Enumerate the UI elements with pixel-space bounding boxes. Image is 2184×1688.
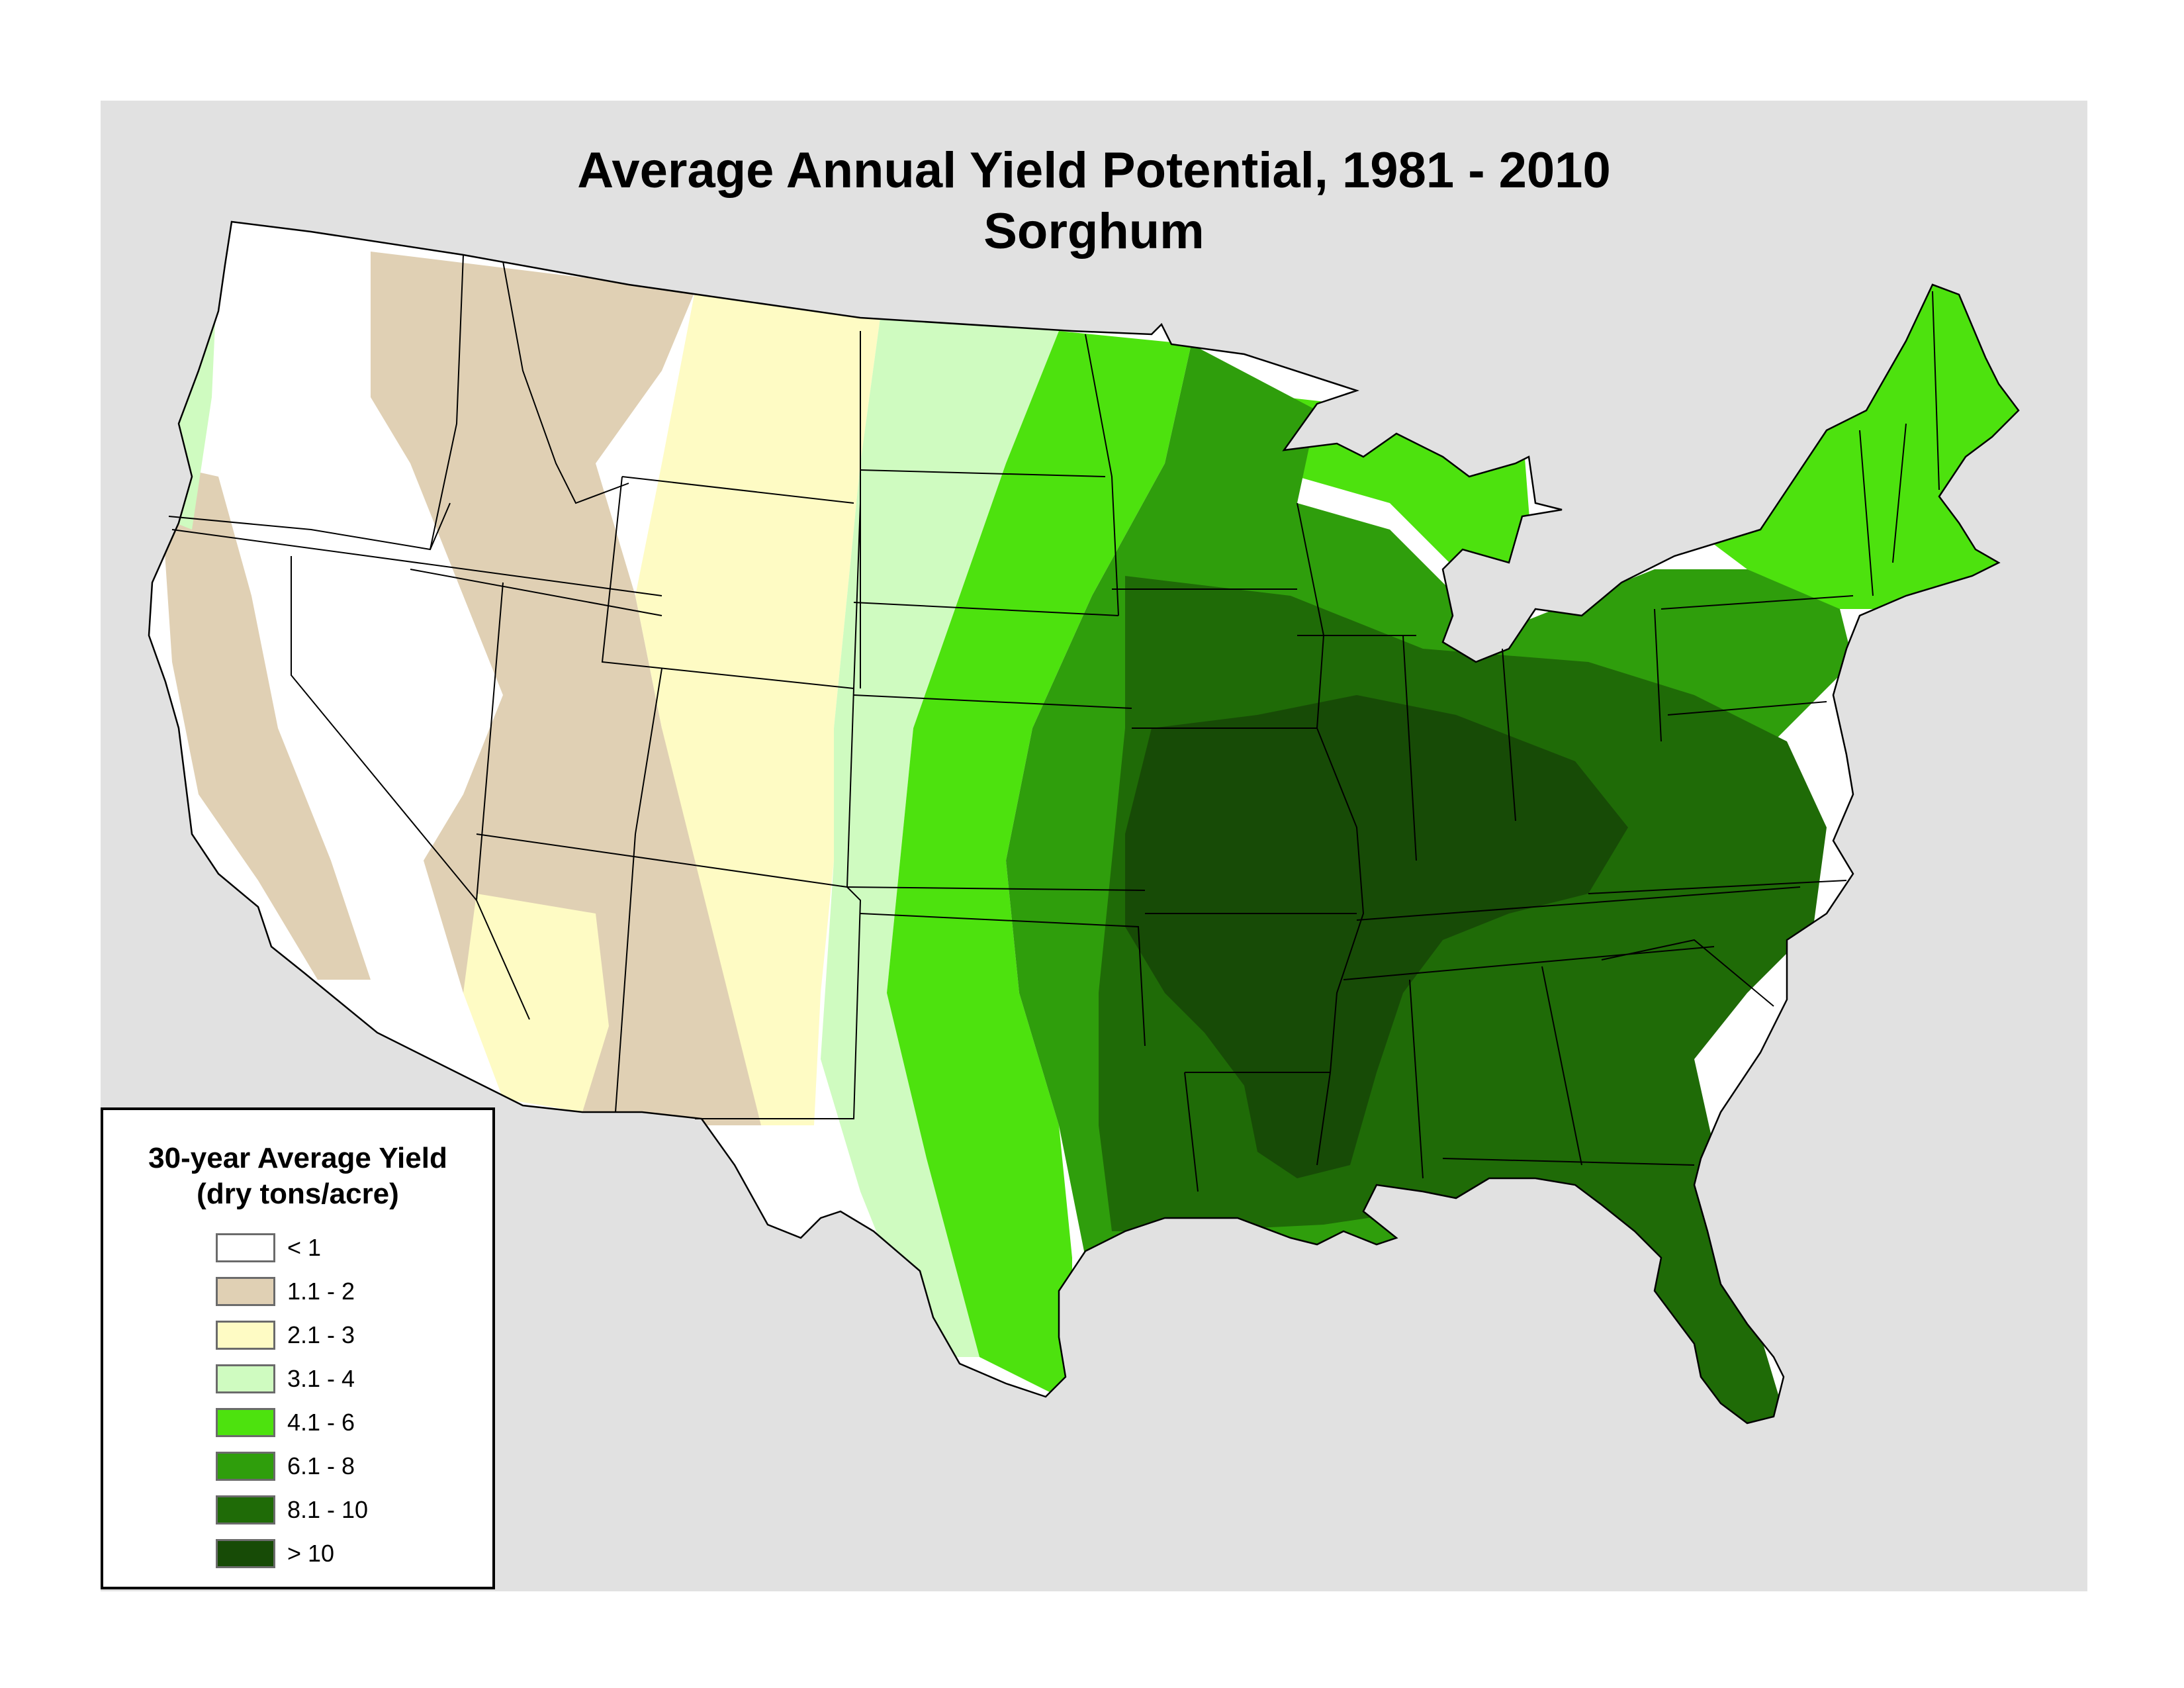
- legend-label: 2.1 - 3: [287, 1321, 355, 1348]
- legend-swatch: [216, 1321, 275, 1350]
- legend-swatch: [216, 1452, 275, 1481]
- legend-swatch: [216, 1277, 275, 1306]
- boundary-az-nm: [615, 833, 636, 1113]
- boundary-mt-wy: [621, 476, 854, 504]
- boundary-mn-west: [1085, 334, 1119, 616]
- boundary-ga-fl: [1442, 1158, 1695, 1166]
- boundary-id-west: [430, 254, 464, 550]
- boundary-id-mt: [502, 261, 629, 504]
- state-boundaries: [168, 254, 1940, 1192]
- legend-label: 1.1 - 2: [287, 1278, 355, 1305]
- boundary-ne-ks: [853, 694, 1132, 709]
- boundary-nc-sc: [1601, 939, 1774, 1007]
- legend-label: 3.1 - 4: [287, 1365, 355, 1392]
- legend-item: > 10: [216, 1532, 368, 1575]
- legend-title: 30-year Average Yield (dry tons/acre): [103, 1141, 492, 1212]
- boundary-ny-ne: [1859, 430, 1874, 596]
- zone-class-7: [1125, 695, 1628, 1178]
- legend-swatch: [216, 1539, 275, 1568]
- boundary-in-oh: [1502, 648, 1516, 821]
- legend-swatch: [216, 1233, 275, 1262]
- boundary-mississippi: [1297, 502, 1365, 1166]
- legend-label: 8.1 - 10: [287, 1496, 369, 1523]
- boundary-ks-ok: [846, 886, 1146, 891]
- us-outline: [148, 220, 2020, 1425]
- boundary-nv-ut: [476, 582, 504, 901]
- yield-zones: [159, 252, 2019, 1423]
- boundary-vt-nh: [1892, 423, 1907, 563]
- legend-item: 1.1 - 2: [216, 1270, 368, 1313]
- map-title: Average Annual Yield Potential, 1981 - 2…: [101, 140, 2087, 262]
- zone-class-2b: [463, 894, 609, 1112]
- legend-swatch: [216, 1408, 275, 1437]
- boundary-wa-or: [168, 502, 451, 551]
- boundary-nd-sd: [860, 469, 1106, 477]
- legend-item: < 1: [216, 1226, 368, 1270]
- boundary-co-east: [846, 688, 854, 888]
- boundary-idnv-ut: [410, 569, 662, 616]
- legend-label: 6.1 - 8: [287, 1452, 355, 1479]
- boundary-me: [1932, 291, 1940, 491]
- boundary-ky-tn: [1356, 886, 1801, 921]
- map-title-line2: Sorghum: [983, 203, 1205, 259]
- boundary-nm-tx: [695, 886, 862, 1119]
- boundary-ca-nv: [291, 556, 530, 1020]
- legend-item: 3.1 - 4: [216, 1357, 368, 1401]
- boundary-4corners: [476, 833, 848, 888]
- boundary-ok-tx: [860, 913, 1146, 1047]
- zone-class-3: [821, 318, 1059, 1357]
- legend: 30-year Average Yield (dry tons/acre) < …: [101, 1107, 495, 1589]
- zone-class-4-northeast: [1694, 278, 2019, 609]
- boundary-la-west: [1184, 1072, 1199, 1192]
- map-title-line1: Average Annual Yield Potential, 1981 - 2…: [577, 142, 1611, 199]
- legend-item: 8.1 - 10: [216, 1488, 368, 1532]
- boundary-va-nc: [1588, 880, 1847, 894]
- boundary-pa-ny: [1661, 595, 1854, 610]
- legend-swatch: [216, 1364, 275, 1393]
- boundary-oh-pa: [1654, 608, 1662, 742]
- boundary-pa-md: [1667, 701, 1827, 716]
- boundary-ut-co: [635, 668, 662, 835]
- legend-rows: < 1 1.1 - 2 2.1 - 3 3.1 - 4 4.1 - 6 6.1 …: [216, 1226, 368, 1575]
- legend-item: 2.1 - 3: [216, 1313, 368, 1357]
- zone-class-1b: [159, 463, 371, 980]
- legend-title-line2: (dry tons/acre): [197, 1178, 399, 1210]
- legend-swatch: [216, 1495, 275, 1524]
- boundary-al-ga: [1541, 966, 1582, 1166]
- boundary-il-in: [1402, 635, 1417, 861]
- boundary-wy: [601, 476, 861, 690]
- legend-label: > 10: [287, 1540, 335, 1567]
- legend-label: < 1: [287, 1234, 322, 1261]
- legend-label: 4.1 - 6: [287, 1409, 355, 1436]
- zone-class-4: [887, 331, 1191, 1403]
- boundary-tn-south: [1343, 946, 1715, 980]
- boundary-ms-al: [1409, 979, 1424, 1179]
- legend-title-line1: 30-year Average Yield: [148, 1142, 447, 1174]
- boundary-sd-ne: [853, 602, 1119, 616]
- legend-item: 6.1 - 8: [216, 1444, 368, 1488]
- boundary-or-ca-nv: [171, 529, 662, 596]
- legend-item: 4.1 - 6: [216, 1401, 368, 1444]
